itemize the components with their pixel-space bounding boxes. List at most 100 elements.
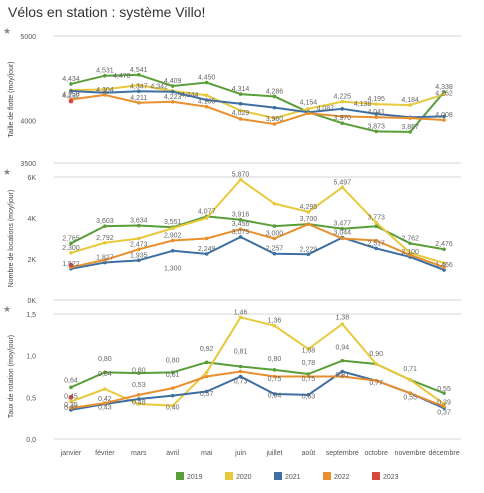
y-axis-label: Taux de rotation (moy/jour) [8, 335, 15, 418]
y-tick-label: 3500 [20, 161, 36, 168]
x-tick-label: mars [131, 450, 147, 457]
legend-label-2020: 2020 [236, 474, 252, 481]
data-point-2022 [408, 116, 412, 120]
data-point-2021 [306, 252, 311, 257]
legend-swatch-2020 [225, 472, 233, 480]
data-point-2019 [136, 371, 141, 375]
data-point-2021 [340, 107, 345, 111]
data-point-2020 [204, 216, 209, 220]
series-line-2019 [70, 215, 445, 251]
y-tick-label: 1,0 [26, 354, 36, 361]
series-line-2019 [70, 73, 445, 133]
data-point-2022 [238, 117, 243, 121]
data-point-2020 [204, 370, 209, 375]
data-label: 3,044 [334, 230, 352, 237]
data-label: 4,211 [130, 95, 147, 102]
data-point-2022 [340, 374, 345, 379]
data-label: 0,53 [132, 382, 146, 389]
data-point-2021 [136, 258, 141, 263]
data-point-2020 [136, 83, 141, 87]
chart-title: Vélos en station : système Villo! [8, 4, 206, 20]
legend-swatch-2021 [274, 472, 282, 480]
data-point-2020 [136, 236, 141, 241]
data-label: 0,78 [302, 360, 316, 367]
data-point-2019 [374, 224, 379, 228]
data-point-2021 [374, 246, 379, 251]
data-label: 0,64 [64, 378, 78, 385]
data-point-2019 [103, 224, 107, 228]
series-line-2022 [70, 370, 445, 410]
series-line-2021 [70, 235, 445, 271]
data-label: 3,551 [164, 219, 182, 226]
data-label: 0,45 [64, 394, 78, 401]
data-point-2020 [272, 116, 277, 120]
data-point-2022 [103, 401, 107, 405]
legend-swatch-2019 [176, 472, 184, 480]
y-tick-label: 4K [27, 216, 36, 223]
data-point-2019 [442, 391, 446, 395]
data-point-2021 [103, 260, 107, 265]
data-point-2019 [170, 370, 175, 375]
data-point-2021 [204, 389, 209, 394]
y-tick-label: 5000 [20, 34, 36, 41]
y-tick-label: 2K [27, 257, 36, 264]
data-label: 0,77 [369, 380, 383, 387]
data-point-2022 [306, 222, 311, 226]
data-point-2019 [238, 364, 243, 369]
data-label: 0,80 [166, 358, 180, 365]
data-label: 0,84 [98, 371, 112, 378]
data-label: 0,48 [132, 399, 146, 406]
y-tick-label: 0,0 [26, 437, 36, 444]
data-point-2022 [238, 227, 243, 231]
data-point-2021 [442, 114, 446, 119]
series-line-2022 [70, 93, 445, 126]
data-point-2020 [103, 387, 107, 391]
data-label: 1,08 [302, 348, 316, 355]
data-point-2023 [68, 262, 74, 268]
data-label: 4,250 [62, 92, 80, 99]
data-point-2020 [238, 177, 243, 182]
data-point-2019 [272, 224, 277, 228]
data-point-2020 [69, 251, 73, 255]
data-label: 4,087 [317, 105, 335, 112]
data-label: 2,473 [130, 241, 148, 248]
data-label: 4,244 [181, 92, 199, 99]
data-point-2020 [374, 220, 379, 225]
data-label: 2,249 [198, 246, 216, 253]
data-label: 0,80 [132, 368, 146, 375]
data-label: 2,100 [401, 249, 419, 256]
pin-icon: ★ [3, 167, 11, 177]
data-label: 2,762 [401, 235, 419, 242]
data-point-2019 [69, 385, 73, 390]
data-point-2020 [136, 402, 141, 406]
data-point-2019 [204, 80, 209, 85]
data-label: 0,35 [64, 402, 78, 409]
data-point-2022 [103, 258, 107, 262]
data-point-2021 [238, 235, 243, 239]
data-point-2022 [238, 369, 243, 374]
data-label: 4,077 [198, 208, 216, 215]
legend-swatch-2023 [372, 472, 380, 480]
data-point-2022 [272, 236, 277, 241]
data-label: 4,165 [198, 99, 216, 106]
data-point-2021 [204, 252, 209, 256]
y-tick-label: 0K [27, 298, 36, 305]
data-label: 4,338 [435, 84, 453, 91]
x-tick-label: août [302, 450, 316, 457]
data-label: 3,477 [334, 221, 352, 228]
data-label: 1,827 [96, 255, 114, 262]
legend-label-2021: 2021 [285, 474, 301, 481]
pin-icon: ★ [3, 26, 11, 36]
data-label: 3,873 [367, 123, 385, 130]
data-point-2020 [272, 201, 277, 206]
data-label: 3,773 [367, 215, 385, 222]
y-tick-label: 1,5 [26, 312, 36, 319]
data-point-2021 [238, 101, 243, 106]
data-point-2022 [374, 115, 379, 119]
data-label: 3,970 [334, 115, 352, 122]
data-point-2022 [204, 374, 209, 379]
data-point-2020 [103, 87, 107, 92]
data-point-2020 [103, 240, 107, 245]
data-point-2020 [442, 402, 446, 406]
